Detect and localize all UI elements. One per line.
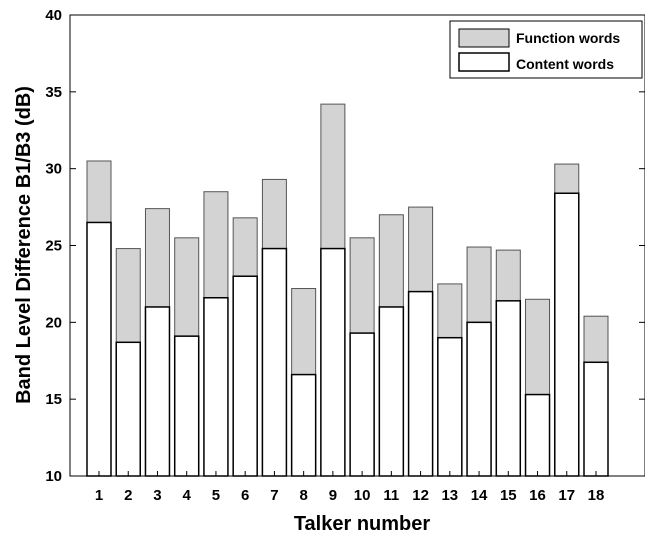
x-tick-label: 14 — [471, 487, 488, 504]
x-tick-label: 11 — [383, 487, 399, 504]
x-axis-title: Talker number — [294, 513, 431, 535]
legend-swatch-function-words — [458, 28, 510, 48]
x-tick-label: 18 — [588, 487, 605, 504]
legend-label-function-words: Function words — [516, 30, 620, 46]
bar-content-words-6 — [232, 275, 258, 477]
bar-content-words-5 — [203, 296, 229, 477]
legend: Function words Content words — [449, 20, 643, 79]
x-tick-label: 2 — [124, 487, 132, 504]
bar-content-words-16 — [524, 393, 551, 477]
y-tick-label: 25 — [45, 238, 62, 255]
bar-content-words-4 — [173, 335, 200, 477]
y-axis: 10 15 20 25 30 35 40 — [45, 7, 645, 485]
x-tick-label: 9 — [329, 487, 337, 504]
bar-content-words-9 — [320, 247, 346, 477]
x-tick-label: 8 — [299, 487, 307, 504]
bar-content-words-8 — [290, 373, 317, 477]
x-tick-label: 3 — [153, 487, 161, 504]
y-tick-label: 20 — [45, 314, 62, 331]
bar-content-words-18 — [583, 361, 609, 477]
bar-content-words-17 — [554, 192, 580, 477]
y-tick-label: 30 — [45, 161, 62, 178]
bar-content-words-10 — [349, 332, 375, 477]
bars-layer — [86, 103, 609, 477]
x-tick-label: 10 — [354, 487, 371, 504]
bar-content-words-7 — [261, 247, 288, 477]
y-axis-title: Band Level Difference B1/B3 (dB) — [13, 86, 35, 404]
x-tick-label: 16 — [529, 487, 546, 504]
bar-content-words-2 — [115, 341, 141, 477]
x-tick-label: 15 — [500, 487, 517, 504]
y-tick-label: 10 — [45, 468, 62, 485]
bar-content-words-15 — [495, 300, 522, 477]
bar-content-words-13 — [437, 336, 463, 477]
x-tick-label: 6 — [241, 487, 249, 504]
y-tick-label: 15 — [45, 391, 62, 408]
x-tick-label: 17 — [558, 487, 575, 504]
x-axis: 1 2 3 4 5 6 7 8 9 10 11 12 13 14 15 16 17 18 — [95, 471, 605, 504]
x-tick-label: 4 — [183, 487, 192, 504]
x-tick-label: 12 — [412, 487, 429, 504]
x-tick-label: 7 — [270, 487, 278, 504]
x-tick-label: 13 — [441, 487, 458, 504]
bar-content-words-11 — [378, 306, 405, 477]
legend-swatch-content-words — [458, 52, 510, 72]
bar-content-words-1 — [86, 221, 112, 477]
legend-label-content-words: Content words — [516, 56, 614, 72]
bar-content-words-12 — [407, 290, 434, 477]
bar-content-words-3 — [144, 306, 171, 477]
bar-content-words-14 — [466, 321, 492, 477]
y-tick-label: 40 — [45, 7, 62, 24]
x-tick-label: 5 — [212, 487, 220, 504]
x-tick-label: 1 — [95, 487, 103, 504]
y-tick-label: 35 — [45, 84, 62, 101]
